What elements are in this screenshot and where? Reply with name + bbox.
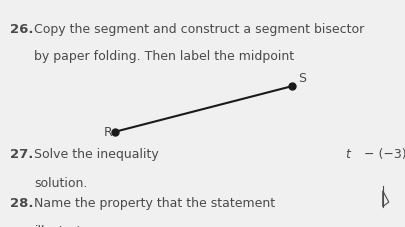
Text: Copy the segment and construct a segment bisector: Copy the segment and construct a segment… [34,23,365,36]
Text: t: t [345,148,350,160]
Text: S: S [298,72,306,85]
Text: by paper folding. Then label the midpoint: by paper folding. Then label the midpoin… [34,50,298,63]
Text: illustrates.: illustrates. [34,225,100,227]
Text: − (−3) ≥ 7. Graph the: − (−3) ≥ 7. Graph the [360,148,405,160]
Text: 26.: 26. [10,23,34,36]
Text: Solve the inequality: Solve the inequality [34,148,163,160]
Text: solution.: solution. [34,177,88,190]
Text: Name the property that the statement: Name the property that the statement [34,197,279,210]
Text: 28.: 28. [10,197,34,210]
Text: 27.: 27. [10,148,34,160]
Text: R: R [103,126,112,139]
